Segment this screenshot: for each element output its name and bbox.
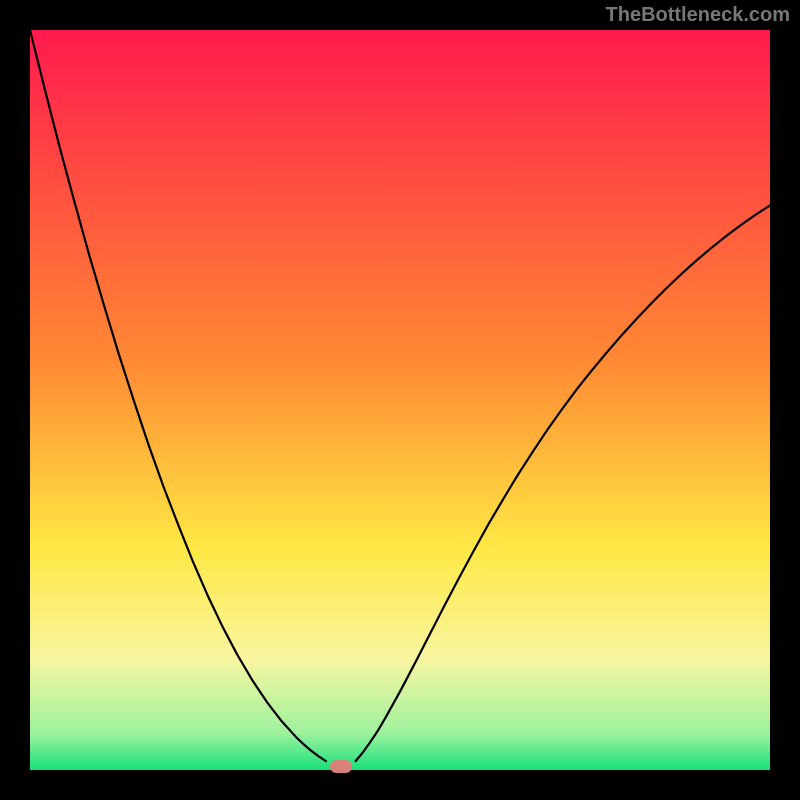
curve-right-branch [356, 205, 770, 761]
watermark-text: TheBottleneck.com [606, 4, 790, 27]
bottleneck-curve [30, 30, 770, 770]
curve-left-branch [30, 30, 326, 761]
plot-area [30, 30, 770, 770]
bottleneck-marker [330, 760, 352, 773]
chart-container: TheBottleneck.com [0, 0, 800, 800]
